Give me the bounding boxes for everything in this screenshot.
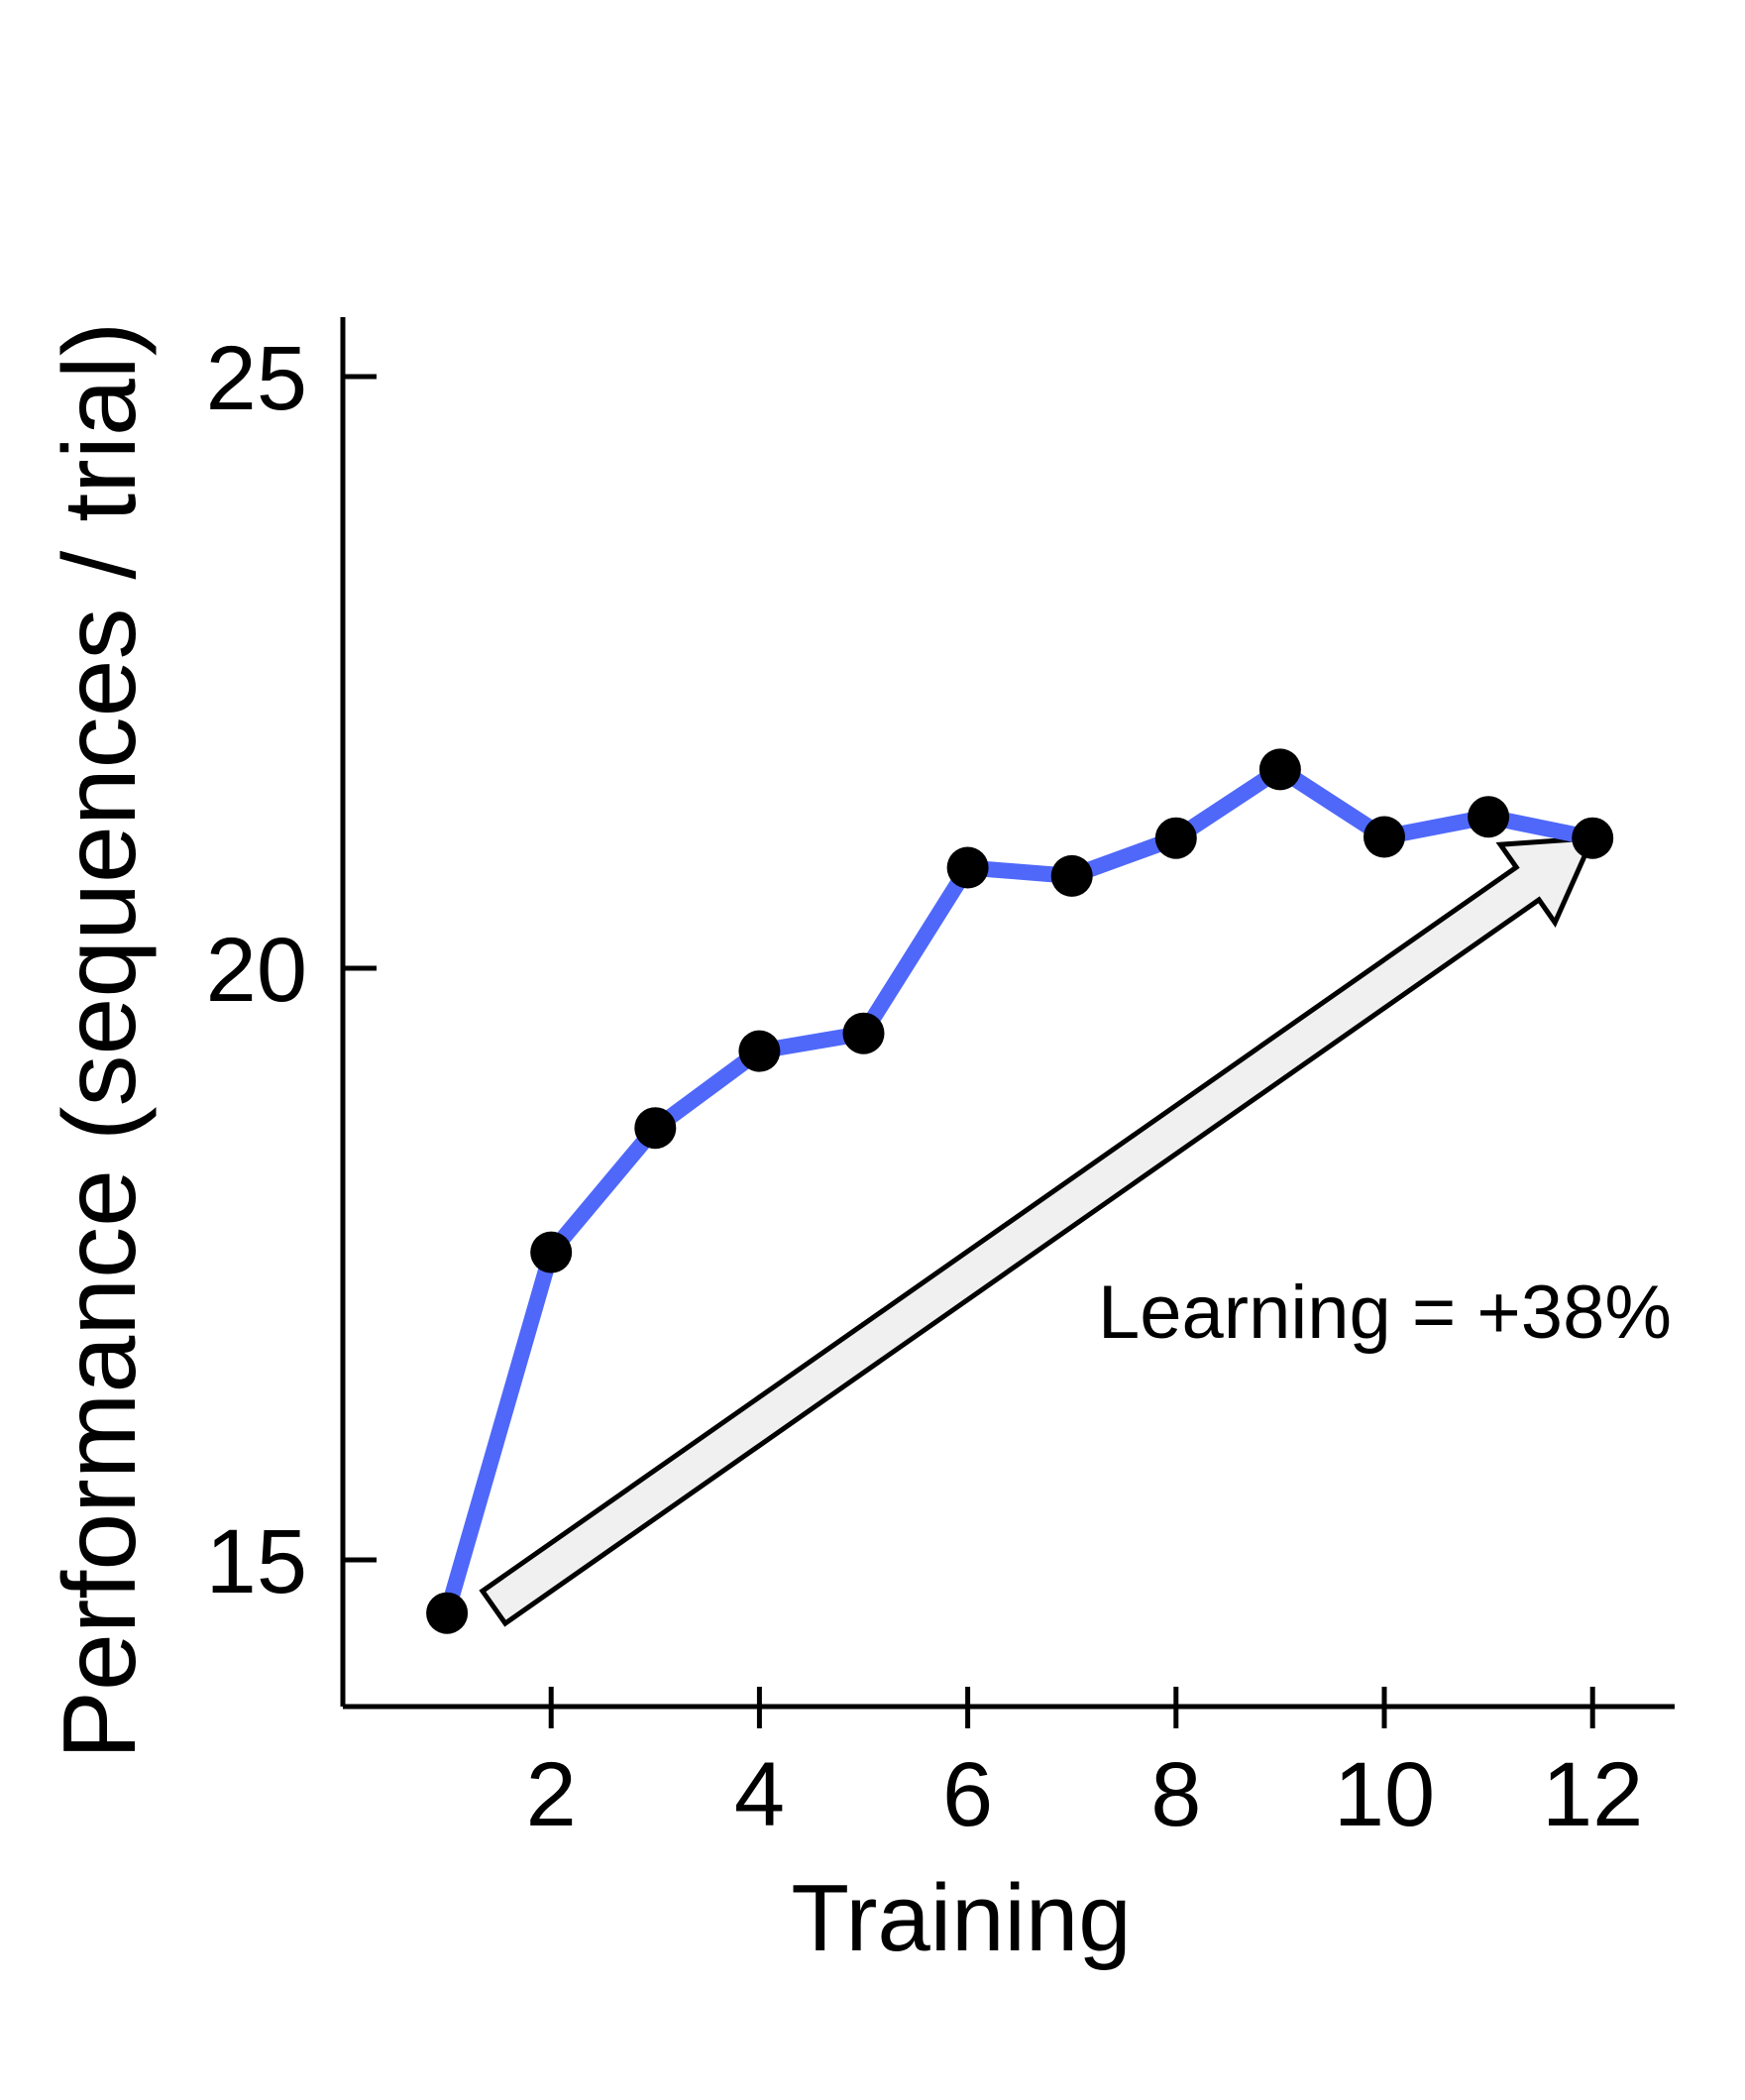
x-axis-title: Training [791, 1865, 1131, 1971]
x-tick-label: 8 [1150, 1744, 1201, 1845]
x-ticks: 2 4 6 8 10 12 [526, 1687, 1643, 1845]
y-tick-label: 15 [206, 1511, 307, 1612]
data-point [1050, 854, 1093, 897]
data-point [634, 1107, 677, 1150]
data-point [946, 846, 989, 889]
trend-arrow-layer [479, 834, 1597, 1627]
x-tick-label: 2 [526, 1744, 577, 1845]
x-tick-label: 12 [1542, 1744, 1643, 1845]
y-ticks: 15 20 25 [206, 328, 377, 1612]
data-point [426, 1592, 469, 1634]
series-layer [426, 748, 1614, 1634]
data-point [1572, 817, 1614, 859]
x-tick-label: 4 [734, 1744, 785, 1845]
x-tick-label: 6 [942, 1744, 993, 1845]
data-point [530, 1231, 573, 1273]
series-line [439, 761, 1594, 1615]
trend-arrow [479, 834, 1597, 1627]
x-tick-label: 10 [1334, 1744, 1435, 1845]
y-axis-title: Performance (sequences / trial) [43, 322, 158, 1760]
axes [340, 317, 1675, 1710]
data-point [1363, 816, 1405, 858]
data-point [1154, 817, 1197, 859]
data-point [738, 1030, 781, 1072]
data-point [1468, 796, 1510, 838]
data-point [1258, 748, 1301, 791]
y-tick-label: 25 [206, 328, 307, 429]
y-tick-label: 20 [206, 920, 307, 1021]
learning-annotation: Learning = +38% [1098, 1271, 1672, 1355]
data-point [842, 1012, 885, 1054]
